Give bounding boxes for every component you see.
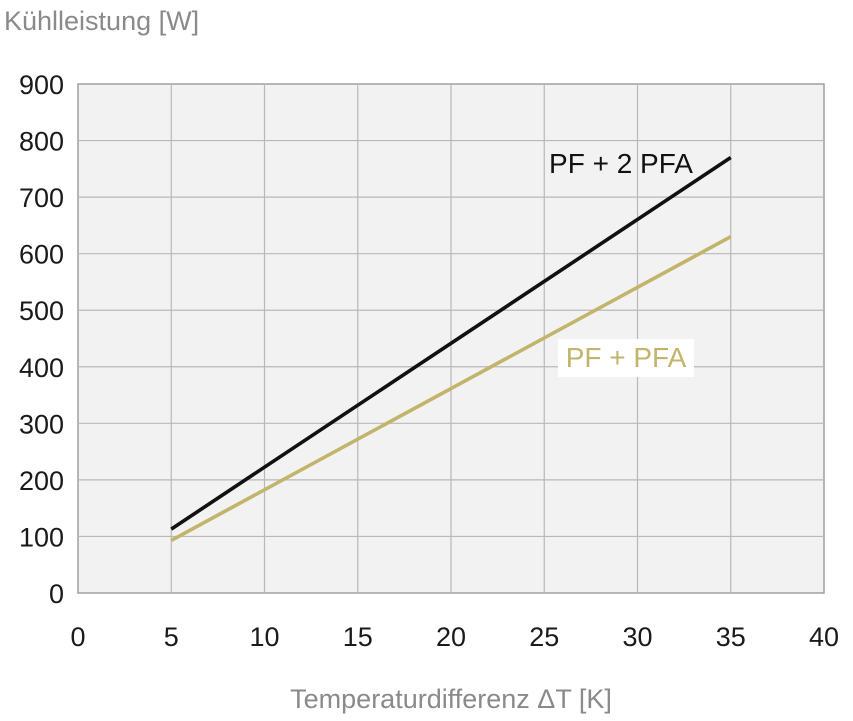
y-tick-label: 500 xyxy=(19,296,64,326)
y-tick-label: 200 xyxy=(19,466,64,496)
x-tick-label: 10 xyxy=(249,622,279,652)
series-line-2 xyxy=(170,235,732,542)
y-tick-label: 600 xyxy=(19,240,64,270)
x-tick-label: 0 xyxy=(70,622,85,652)
y-tick-label: 800 xyxy=(19,127,64,157)
x-tick-label: 5 xyxy=(164,622,179,652)
y-tick-label: 100 xyxy=(19,522,64,552)
y-tick-label: 300 xyxy=(19,409,64,439)
y-tick-labels: 0 100 200 300 400 500 600 700 800 900 xyxy=(19,70,64,609)
series-line-1 xyxy=(170,156,732,531)
x-tick-label: 15 xyxy=(343,622,373,652)
y-tick-label: 900 xyxy=(19,70,64,100)
y-axis-label: Kühlleistung [W] xyxy=(4,6,199,36)
series-lines xyxy=(170,156,732,542)
x-tick-label: 20 xyxy=(436,622,466,652)
x-tick-labels: 0 5 10 15 20 25 30 35 40 xyxy=(70,622,839,652)
y-tick-label: 700 xyxy=(19,183,64,213)
x-tick-label: 35 xyxy=(716,622,746,652)
grid-lines xyxy=(78,84,824,593)
series-labels: PF + 2 PFA PF + PFA xyxy=(549,148,694,377)
x-tick-label: 40 xyxy=(809,622,839,652)
x-axis-label: Temperaturdifferenz ΔT [K] xyxy=(290,684,612,714)
y-tick-label: 0 xyxy=(49,579,64,609)
x-tick-label: 30 xyxy=(622,622,652,652)
x-tick-label: 25 xyxy=(529,622,559,652)
series-label-1: PF + 2 PFA xyxy=(549,148,693,179)
series-label-background xyxy=(558,339,694,377)
series-label-2: PF + PFA xyxy=(566,342,687,373)
y-tick-label: 400 xyxy=(19,353,64,383)
